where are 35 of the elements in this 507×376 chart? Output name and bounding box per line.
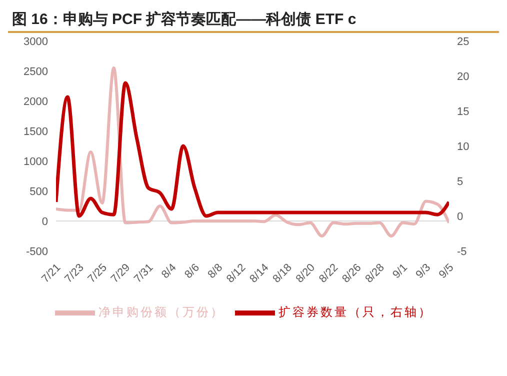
y-tick-label: -500 — [26, 246, 48, 258]
x-tick-label: 8/26 — [340, 262, 364, 286]
y2-tick-label: 0 — [457, 210, 464, 223]
legend-label: 净申购份额（万份） — [98, 305, 224, 320]
y2-tick-label: 10 — [457, 140, 470, 153]
y2-tick-label: 25 — [457, 36, 470, 48]
x-tick-label: 7/31 — [132, 262, 156, 286]
y-tick-label: 1000 — [24, 156, 48, 168]
chart-title: 图 16：申购与 PCF 扩容节奏匹配——科创债 ETF c — [8, 8, 499, 33]
x-tick-label: 8/20 — [294, 262, 318, 286]
x-tick-label: 7/21 — [40, 262, 64, 286]
y-tick-label: 0 — [42, 216, 48, 228]
x-tick-label: 7/25 — [86, 262, 110, 286]
x-tick-label: 8/18 — [270, 262, 294, 286]
y-tick-label: 3000 — [24, 36, 48, 48]
y-tick-label: 2500 — [24, 66, 48, 78]
y2-tick-label: -5 — [457, 246, 467, 258]
y-tick-label: 1500 — [24, 126, 48, 138]
y-tick-label: 500 — [30, 186, 48, 198]
x-tick-label: 9/1 — [390, 262, 410, 282]
y-tick-label: 2000 — [24, 96, 48, 108]
x-tick-label: 9/3 — [414, 262, 434, 282]
y2-tick-label: 20 — [457, 70, 470, 83]
x-tick-label: 8/4 — [160, 262, 179, 282]
y2-tick-label: 5 — [457, 176, 464, 188]
line-series — [56, 66, 449, 238]
legend-label: 扩容券数量（只，右轴） — [278, 305, 432, 320]
y2-tick-label: 15 — [457, 106, 470, 118]
x-tick-label: 8/8 — [206, 262, 226, 282]
x-tick-label: 7/29 — [108, 262, 133, 286]
line-series — [56, 81, 449, 218]
x-tick-label: 8/6 — [182, 262, 202, 282]
x-tick-label: 9/5 — [436, 262, 456, 282]
x-tick-label: 8/28 — [363, 262, 387, 286]
x-tick-label: 7/23 — [62, 262, 86, 286]
